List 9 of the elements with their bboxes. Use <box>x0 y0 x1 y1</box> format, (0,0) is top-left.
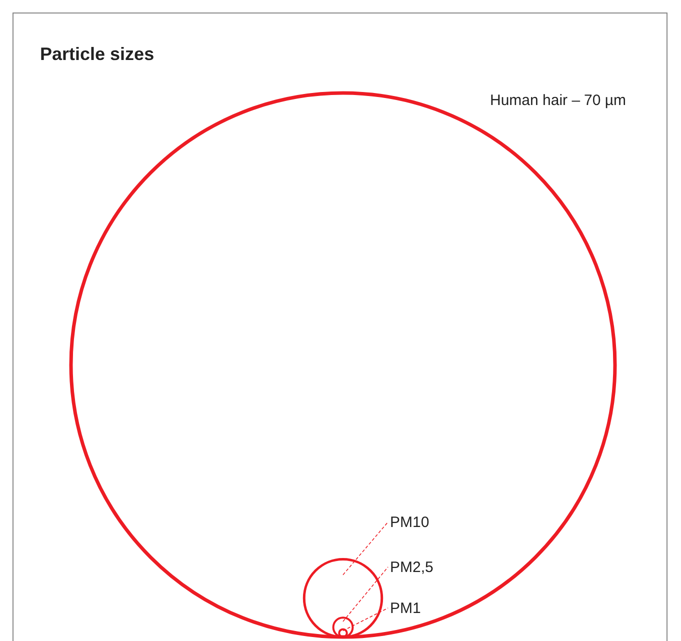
data-label: 10 <box>412 514 430 531</box>
data-label: 1 <box>412 600 421 617</box>
data-label: 2,5 <box>412 559 434 576</box>
data-label: 70 µm <box>584 92 626 109</box>
category-label: PM <box>390 600 412 617</box>
category-label: PM <box>390 559 412 576</box>
category-label: Human hair – <box>490 92 581 109</box>
text: Particle sizes <box>40 44 154 64</box>
category-label: PM <box>390 514 412 531</box>
